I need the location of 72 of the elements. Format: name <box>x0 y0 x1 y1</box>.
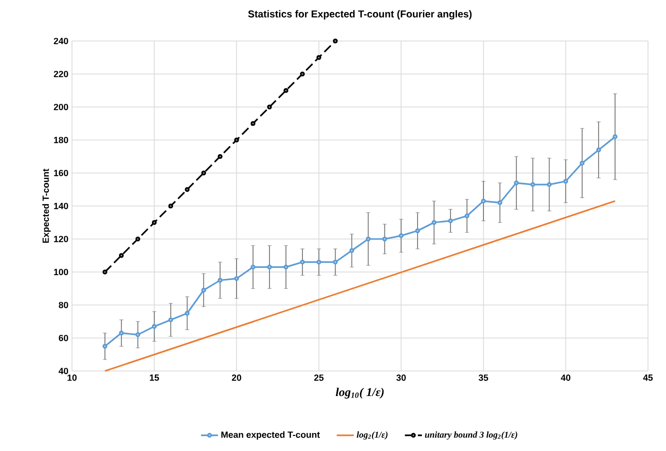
x-tick-label: 40 <box>560 374 570 381</box>
point <box>218 278 223 283</box>
point <box>481 198 486 204</box>
y-tick-label: 240 <box>54 38 68 44</box>
point <box>152 324 157 329</box>
point <box>234 276 239 281</box>
y-tick-label: 200 <box>54 104 68 110</box>
point <box>316 55 322 60</box>
chart-title: Statistics for Expected T-count (Fourier angles) <box>248 10 472 20</box>
point <box>267 104 272 110</box>
point <box>366 236 371 242</box>
point <box>382 236 388 242</box>
point <box>464 214 470 218</box>
point <box>284 264 288 270</box>
x-tick-label: 35 <box>478 374 488 381</box>
point <box>332 260 338 264</box>
y-tick-label: 120 <box>54 236 68 242</box>
point <box>497 200 502 206</box>
point <box>596 148 602 152</box>
point <box>267 264 272 270</box>
y-tick-label: 140 <box>54 202 68 210</box>
x-tick-label: 10 <box>68 374 77 381</box>
x-axis-title: log$_{10}$( 1/ε) <box>336 388 384 399</box>
point <box>580 160 585 166</box>
legend-label: Mean expected T-count <box>221 431 320 440</box>
point <box>514 180 519 186</box>
point <box>168 204 174 208</box>
point <box>300 72 305 76</box>
y-tick-label: 40 <box>58 368 68 374</box>
point <box>349 248 354 253</box>
point <box>250 264 256 270</box>
point <box>102 344 108 349</box>
y-tick-label: 160 <box>54 170 68 176</box>
point <box>284 88 288 93</box>
point <box>201 170 206 176</box>
point <box>398 233 404 238</box>
point <box>218 154 223 159</box>
point <box>118 330 124 336</box>
y-tick-label: 80 <box>58 302 68 308</box>
point <box>332 38 338 44</box>
x-tick-label: 30 <box>396 374 406 381</box>
x-tick-label: 20 <box>232 374 242 381</box>
y-tick-label: 60 <box>58 334 68 342</box>
point <box>184 310 190 316</box>
y-tick-label: 180 <box>54 136 68 144</box>
point <box>415 228 420 234</box>
point <box>448 218 453 224</box>
point <box>250 121 256 126</box>
point <box>184 187 190 192</box>
x-tick-label: 15 <box>150 374 160 381</box>
x-tick-label: 25 <box>314 374 324 381</box>
y-axis-title: Expected T-count <box>42 168 51 243</box>
point <box>612 134 618 140</box>
point <box>234 138 239 142</box>
legend-label: unitary bound 3 log$_{2}$(1/ε) <box>425 431 518 440</box>
point <box>118 253 124 258</box>
point <box>135 332 140 338</box>
point <box>135 236 140 242</box>
point <box>563 178 568 184</box>
point <box>300 260 305 264</box>
point <box>102 270 108 274</box>
y-tick-label: 220 <box>54 70 68 78</box>
x-tick-label: 45 <box>643 374 653 381</box>
point <box>546 182 552 187</box>
point <box>432 220 436 225</box>
point <box>201 288 206 293</box>
point <box>168 317 174 322</box>
y-tick-label: 100 <box>54 268 68 276</box>
point <box>316 260 322 264</box>
legend-label: log$_{2}$(1/ε) <box>356 431 388 440</box>
point <box>530 182 536 187</box>
point <box>152 220 157 225</box>
